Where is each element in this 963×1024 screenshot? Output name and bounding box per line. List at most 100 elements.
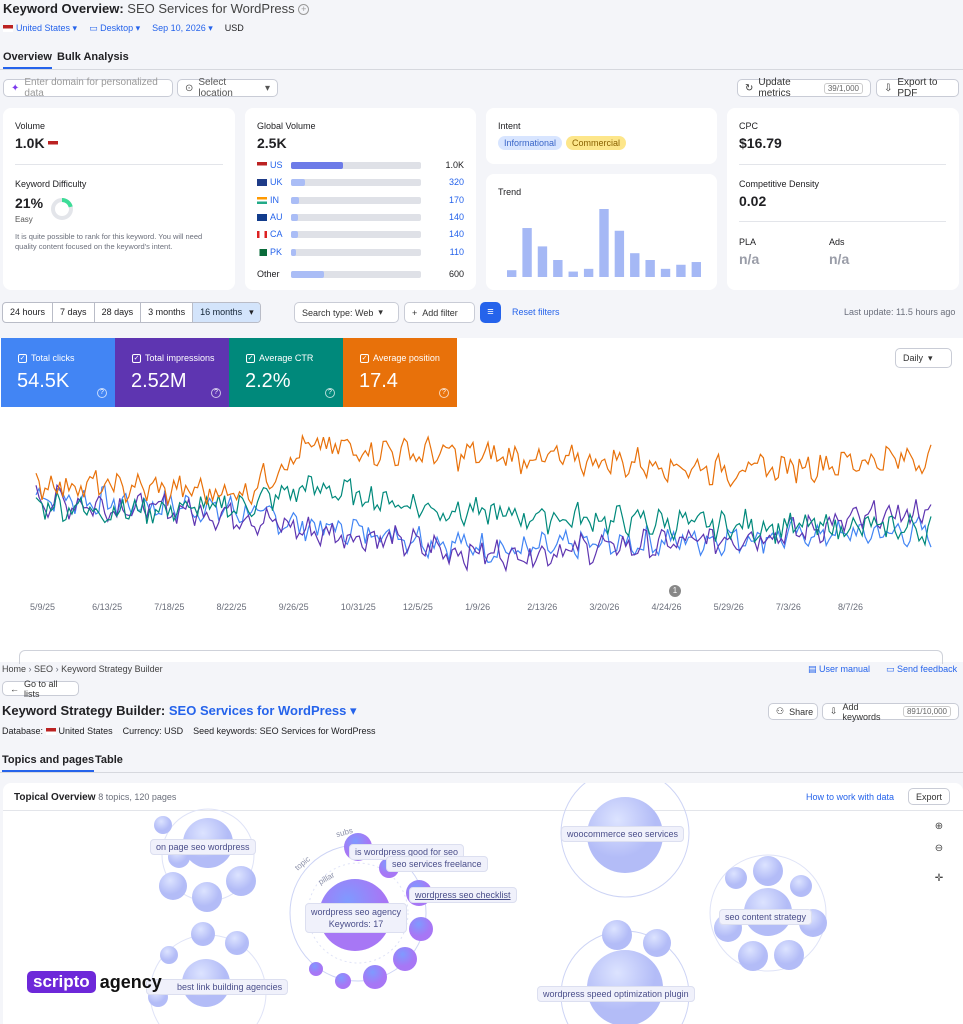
global-value: 2.5K: [257, 135, 287, 151]
country-row-uk: UK: [257, 177, 283, 187]
x-tick-label: 4/24/26: [651, 602, 682, 612]
topic-link-building-agencies[interactable]: best link building agencies: [146, 979, 289, 995]
share-button[interactable]: ⚇ Share: [768, 703, 818, 720]
filter-icon[interactable]: ≡: [480, 302, 501, 323]
range-7-days[interactable]: 7 days: [52, 303, 94, 322]
help-icon[interactable]: ?: [97, 388, 107, 398]
topical-title: Topical Overview 8 topics, 120 pages: [14, 792, 177, 803]
checkbox-icon[interactable]: ✓: [132, 353, 141, 363]
other-bar: [291, 271, 421, 278]
cluster-on-page-seo[interactable]: [154, 808, 256, 912]
tab-overview[interactable]: Overview: [3, 51, 52, 69]
kd-description: It is quite possible to rank for this ke…: [15, 232, 203, 251]
country-code[interactable]: UK: [270, 177, 283, 188]
topic-seo-content-strategy[interactable]: seo content strategy: [719, 909, 813, 925]
chart-scrollbar[interactable]: [19, 650, 943, 664]
volume-value: 1.0K: [15, 135, 61, 151]
ca-flag-icon: [257, 231, 267, 239]
topic-wordpress-seo-checklist[interactable]: wordpress seo checklist: [409, 887, 517, 903]
tab-bulk-analysis[interactable]: Bulk Analysis: [57, 51, 129, 63]
range-16-months[interactable]: 16 months: [192, 303, 250, 322]
breadcrumb-home[interactable]: Home: [2, 664, 27, 674]
range-3-months[interactable]: 3 months: [140, 303, 192, 322]
ksb-title: Keyword Strategy Builder:: [2, 703, 166, 718]
trend-bar: [522, 228, 532, 277]
help-icon[interactable]: ?: [211, 388, 221, 398]
country-code[interactable]: IN: [270, 194, 279, 205]
topic-wordpress-speed-optimization[interactable]: wordpress speed optimization plugin: [537, 986, 695, 1002]
country-code[interactable]: AU: [270, 211, 283, 222]
country-bar: [291, 213, 421, 221]
metric-value: 17.4: [359, 370, 398, 392]
range-28-days[interactable]: 28 days: [93, 303, 141, 322]
intent-card: Intent Informational Commercial: [486, 108, 717, 164]
intent-commercial-badge: Commercial: [566, 136, 627, 150]
country-value[interactable]: 170: [448, 194, 464, 205]
device-select[interactable]: ▭ Desktop ▾: [89, 23, 141, 33]
cluster-speed-optimization[interactable]: [560, 920, 690, 1024]
ksb-list-select[interactable]: SEO Services for WordPress ▾: [168, 703, 357, 718]
country-select[interactable]: United States ▾: [3, 23, 77, 34]
refresh-icon: ↻: [745, 82, 754, 94]
checkbox-icon[interactable]: ✓: [360, 353, 369, 363]
zoom-in-icon[interactable]: ⊕: [934, 821, 944, 832]
chat-icon: ▭: [886, 664, 895, 674]
pillar-label[interactable]: wordpress seo agency Keywords: 17: [305, 903, 408, 933]
recenter-icon[interactable]: ✛: [934, 873, 944, 884]
topic-woocommerce-seo-services[interactable]: woocommerce seo services: [561, 826, 685, 842]
add-circle-icon[interactable]: +: [298, 4, 310, 15]
series-line-average-ctr: [35, 475, 932, 547]
metric-label: ✓ Average position: [360, 353, 440, 363]
metric-tile-total-clicks[interactable]: ✓ Total clicks 54.5K?: [1, 338, 115, 407]
country-code[interactable]: PK: [270, 246, 283, 257]
date-select[interactable]: Sep 10, 2026 ▾: [152, 23, 213, 33]
date-range-group: 24 hours 7 days 28 days 3 months 16 months ▾: [2, 302, 261, 323]
metric-tile-average-position[interactable]: ✓ Average position 17.4?: [343, 338, 457, 407]
trend-bar: [691, 262, 701, 277]
back-to-lists-button[interactable]: ← Go to all lists: [2, 679, 79, 699]
tab-topics-pages[interactable]: Topics and pages: [2, 754, 95, 772]
annotation-marker[interactable]: 1: [669, 585, 681, 597]
update-metrics-button[interactable]: ↻ Update metrics 39/1,000: [737, 77, 871, 99]
sparkle-icon: ✦: [11, 82, 20, 94]
checkbox-icon[interactable]: ✓: [18, 353, 27, 363]
topic-seo-services-freelance[interactable]: seo services freelance: [386, 856, 488, 872]
topic-on-page-seo-wordpress[interactable]: on page seo wordpress: [150, 839, 256, 855]
send-feedback-link[interactable]: ▭ Send feedback: [886, 664, 958, 674]
location-select[interactable]: ⊙ Select location ▾: [177, 77, 278, 99]
divider: [739, 221, 946, 222]
country-value[interactable]: 320: [448, 177, 464, 188]
export-pdf-button[interactable]: ⇩ Export to PDF: [876, 77, 959, 99]
metric-tile-average-ctr[interactable]: ✓ Average CTR 2.2%?: [229, 338, 343, 407]
granularity-select[interactable]: Daily ▾: [895, 348, 952, 368]
desktop-icon: ▭: [89, 23, 98, 33]
metric-tile-total-impressions[interactable]: ✓ Total impressions 2.52M?: [115, 338, 229, 407]
tab-table[interactable]: Table: [95, 754, 123, 766]
metric-label: ✓ Average CTR: [246, 353, 314, 363]
checkbox-icon[interactable]: ✓: [246, 353, 255, 363]
search-type-select[interactable]: Search type: Web ▾: [294, 302, 399, 323]
pk-flag-icon: [257, 248, 267, 256]
reset-filters-link[interactable]: Reset filters: [512, 307, 560, 317]
user-manual-link[interactable]: ▤ User manual: [808, 664, 871, 674]
topical-export-button[interactable]: Export: [908, 788, 950, 805]
domain-input[interactable]: ✦ Enter domain for personalized data: [3, 77, 173, 99]
volume-card: Volume 1.0K Keyword Difficulty 21% Easy …: [3, 108, 235, 290]
breadcrumb-seo[interactable]: SEO: [34, 664, 54, 674]
density-label: Competitive Density: [739, 179, 820, 189]
country-value[interactable]: 140: [448, 211, 464, 222]
country-value[interactable]: 140: [448, 229, 464, 240]
trend-label: Trend: [498, 187, 522, 197]
zoom-out-icon[interactable]: ⊖: [934, 843, 944, 854]
add-filter-button[interactable]: + Add filter: [404, 302, 475, 323]
x-tick-label: 6/13/25: [92, 602, 123, 612]
cluster-link-building[interactable]: [148, 922, 267, 1024]
help-icon[interactable]: ?: [439, 388, 449, 398]
country-code[interactable]: CA: [270, 229, 283, 240]
country-value[interactable]: 110: [449, 246, 464, 257]
range-24-hours[interactable]: 24 hours: [10, 307, 46, 317]
how-to-link[interactable]: How to work with data: [806, 792, 895, 802]
country-code[interactable]: US: [270, 160, 283, 170]
help-icon[interactable]: ?: [325, 388, 335, 398]
add-keywords-button[interactable]: ⇩ Add keywords 891/10,000: [822, 702, 959, 722]
